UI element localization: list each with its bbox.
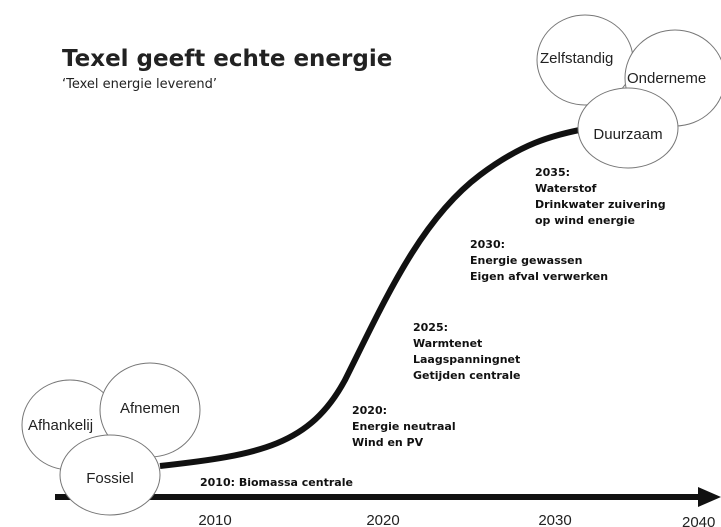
state-label: Afnemen xyxy=(120,400,180,417)
title: Texel geeft echte energie xyxy=(62,46,392,72)
growth-curve xyxy=(159,125,591,469)
milestone-line: Energie neutraal xyxy=(352,420,456,433)
milestone-line: 2025: xyxy=(413,321,448,334)
milestone-line: 2010: Biomassa centrale xyxy=(200,476,353,489)
milestone-line: 2020: xyxy=(352,404,387,417)
state-label: Onderneme xyxy=(627,70,706,87)
subtitle: ‘Texel energie leverend’ xyxy=(62,77,217,92)
axis-arrow xyxy=(698,487,721,507)
state-circle xyxy=(577,87,679,169)
year-label: 2010 xyxy=(198,512,231,527)
year-label: 2020 xyxy=(366,512,399,527)
milestone-line: 2030: xyxy=(470,238,505,251)
milestone-line: Laagspanningnet xyxy=(413,353,520,366)
year-label: 2040 xyxy=(682,514,715,527)
milestone-line: Eigen afval verwerken xyxy=(470,270,608,283)
state-label: Zelfstandig xyxy=(540,50,613,67)
state-circle xyxy=(59,434,161,516)
state-label: Duurzaam xyxy=(593,126,662,143)
milestone-line: op wind energie xyxy=(535,214,635,227)
state-label: Fossiel xyxy=(86,470,134,487)
milestone-line: Getijden centrale xyxy=(413,369,520,382)
milestones: 2010: Biomassa centrale 2020: Energie neut… xyxy=(200,166,666,489)
milestone-line: Warmtenet xyxy=(413,337,482,350)
milestone-line: Waterstof xyxy=(535,182,597,195)
year-label: 2030 xyxy=(538,512,571,527)
milestone-line: 2035: xyxy=(535,166,570,179)
milestone-line: Drinkwater zuivering xyxy=(535,198,666,211)
milestone-line: Energie gewassen xyxy=(470,254,582,267)
milestone-line: Wind en PV xyxy=(352,436,424,449)
state-label: Afhankelij xyxy=(28,417,93,434)
